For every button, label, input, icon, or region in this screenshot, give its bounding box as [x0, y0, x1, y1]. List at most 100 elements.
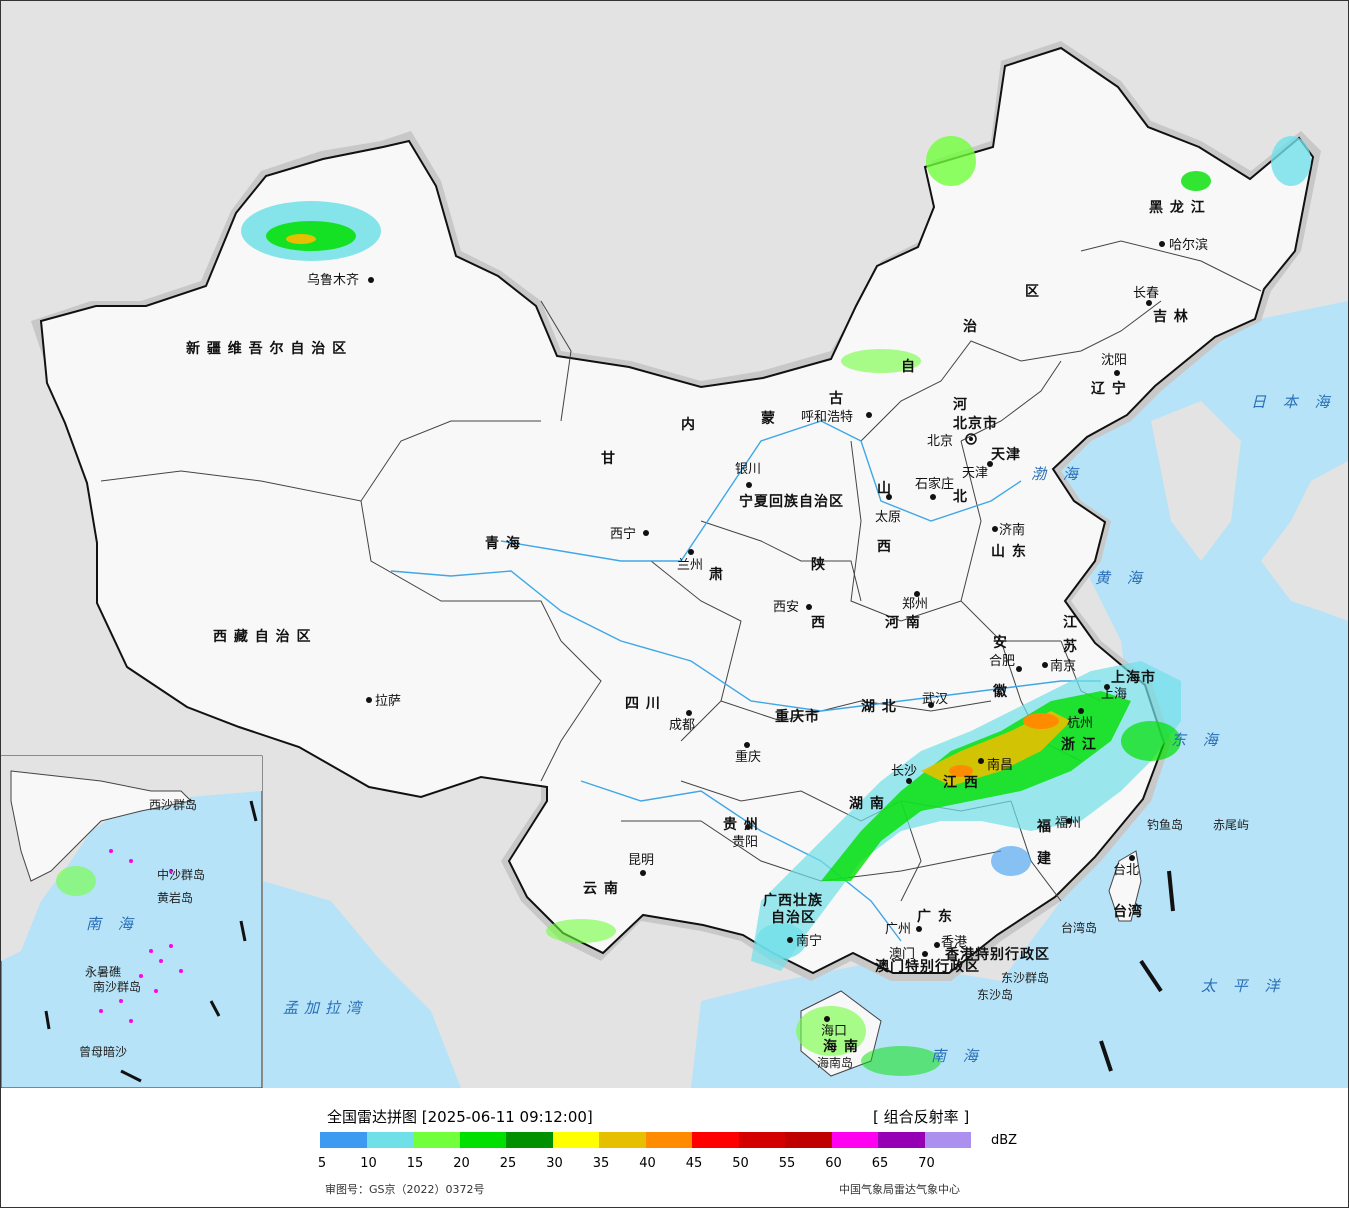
svg-text:天津: 天津	[962, 466, 988, 481]
svg-text:西安: 西安	[773, 600, 799, 615]
svg-text:南宁: 南宁	[796, 933, 822, 949]
legend-tick-label: 50	[732, 1156, 749, 1171]
legend-color-cell	[459, 1132, 506, 1148]
island-label: 永暑礁	[85, 964, 121, 979]
province-label: 吉 林	[1153, 308, 1189, 325]
svg-text:武汉: 武汉	[922, 692, 948, 707]
legend-tick-label: 35	[592, 1156, 610, 1171]
legend-color-cell	[692, 1132, 739, 1148]
legend-tick-label: 55	[778, 1156, 796, 1171]
legend-color-cell	[506, 1132, 553, 1148]
province-label: 北	[953, 489, 968, 505]
legend-color-cell	[878, 1132, 925, 1148]
svg-text:杭州: 杭州	[1067, 716, 1093, 731]
legend-color-cell	[785, 1132, 832, 1148]
province-label: 浙 江	[1061, 736, 1097, 753]
city-marker: 福州	[1055, 816, 1081, 831]
island-label: 钓鱼岛	[1147, 817, 1183, 832]
city-marker: 银川	[735, 462, 761, 488]
legend-tick-label: 10	[360, 1156, 377, 1171]
sea-labels: 日 本 海 渤 海 黄 海 东 海 太 平 洋 南 海 孟加拉湾 南 海	[86, 393, 1336, 1065]
legend-tick-label: 20	[453, 1156, 470, 1171]
city-marker: 长沙	[891, 764, 917, 784]
south-china-sea-inset	[1, 755, 263, 1088]
city-marker: 呼和浩特	[801, 410, 872, 425]
province-label: 新 疆 维 吾 尔 自 治 区	[186, 340, 347, 357]
province-label: 四 川	[625, 696, 661, 712]
city-marker: 海口	[821, 1016, 847, 1039]
sea-label: 南 海	[86, 915, 139, 933]
svg-text:沈阳: 沈阳	[1101, 353, 1127, 368]
city-marker: 济南	[992, 522, 1025, 538]
svg-text:石家庄: 石家庄	[915, 476, 954, 492]
city-marker: 武汉	[922, 692, 948, 708]
province-label: 自治区	[771, 909, 816, 926]
korea-land	[1151, 401, 1241, 561]
svg-text:台北: 台北	[1113, 863, 1139, 878]
island-label: 南沙群岛	[93, 979, 141, 994]
city-marker: 上海	[1101, 684, 1127, 702]
province-label: 澳门特别行政区	[875, 958, 980, 975]
svg-text:呼和浩特: 呼和浩特	[801, 410, 853, 425]
legend-color-cell	[552, 1132, 599, 1148]
sea-label: 日 本 海	[1251, 393, 1336, 411]
legend-color-cell	[366, 1132, 413, 1148]
svg-text:北京: 北京	[927, 434, 953, 449]
province-label: 宁夏回族自治区	[739, 493, 844, 510]
svg-text:香港: 香港	[941, 935, 967, 950]
nine-dash-line	[1099, 870, 1175, 1072]
sea-label: 渤 海	[1031, 465, 1084, 483]
bay-of-bengal-sea	[263, 881, 461, 1088]
island-label: 台湾岛	[1061, 920, 1097, 935]
city-marker: 西宁	[610, 526, 649, 542]
legend-tick-label: 40	[639, 1156, 656, 1171]
province-label: 肃	[709, 566, 724, 583]
province-label: 建	[1037, 850, 1052, 867]
svg-text:西宁: 西宁	[610, 526, 636, 542]
province-label: 治	[963, 318, 978, 335]
city-marker: 乌鲁木齐	[307, 272, 374, 288]
city-marker: 郑州	[902, 591, 928, 612]
city-marker: 兰州	[677, 549, 703, 573]
sea-label: 黄 海	[1095, 569, 1148, 587]
province-label: 广 东	[917, 908, 953, 925]
product-label: [ 组合反射率 ]	[873, 1108, 970, 1126]
province-label: 内	[681, 416, 696, 433]
province-label: 区	[1025, 284, 1040, 300]
svg-text:长沙: 长沙	[891, 764, 917, 779]
island-label: 中沙群岛	[157, 867, 205, 882]
legend-color-cell	[320, 1132, 367, 1148]
legend-panel: 全国雷达拼图 [2025-06-11 09:12:00] [ 组合反射率 ] 5…	[1, 1089, 1349, 1209]
city-marker: 台北	[1113, 855, 1139, 878]
province-label: 台湾	[1113, 903, 1143, 920]
legend-color-cell	[645, 1132, 692, 1148]
legend-tick-label: 45	[685, 1156, 703, 1171]
island-label: 东沙岛	[977, 987, 1013, 1002]
radar-echoes	[241, 136, 1311, 1076]
svg-text:澳门: 澳门	[889, 946, 915, 962]
svg-text:重庆: 重庆	[735, 749, 761, 765]
province-label: 蒙	[761, 410, 776, 427]
city-marker: 西安	[773, 600, 812, 615]
svg-text:哈尔滨: 哈尔滨	[1169, 237, 1208, 253]
svg-text:银川: 银川	[735, 462, 761, 477]
legend-color-cell	[831, 1132, 878, 1148]
svg-text:拉萨: 拉萨	[375, 694, 401, 709]
province-label: 福	[1036, 818, 1052, 835]
island-label: 西沙群岛	[149, 797, 197, 812]
svg-text:乌鲁木齐: 乌鲁木齐	[307, 272, 359, 288]
svg-text:福州: 福州	[1055, 816, 1081, 831]
province-label: 山	[877, 481, 892, 497]
city-marker: 昆明	[628, 853, 654, 876]
city-marker: 广州	[885, 922, 922, 937]
legend-tick-label: 70	[918, 1156, 935, 1171]
province-label: 古	[829, 390, 844, 407]
legend-color-cell	[599, 1132, 646, 1148]
credit-text: 中国气象局雷达气象中心	[839, 1183, 960, 1196]
china-radar-map: 新 疆 维 吾 尔 自 治 区 西 藏 自 治 区 青 海 甘 肃 四 川 云 …	[1, 1, 1348, 1088]
island-label: 曾母暗沙	[79, 1044, 127, 1059]
approval-number: 审图号：GS京（2022）0372号	[325, 1183, 485, 1196]
province-label: 苏	[1063, 638, 1078, 655]
legend-tick-label: 25	[499, 1156, 517, 1171]
